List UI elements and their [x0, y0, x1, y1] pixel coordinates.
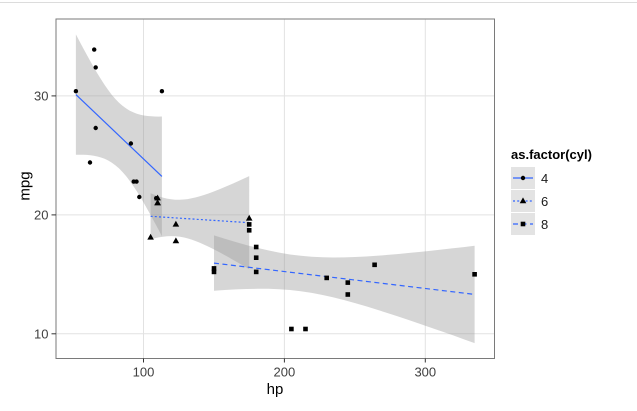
data-point-cyl8 — [246, 222, 252, 227]
data-point-cyl4 — [159, 89, 165, 94]
legend-item-cyl4: 4 — [511, 167, 592, 189]
data-point-cyl4 — [134, 179, 139, 184]
data-point-cyl8 — [472, 272, 477, 277]
data-point-cyl6 — [245, 214, 253, 221]
fit-line-cyl8 — [213, 262, 475, 295]
data-point-cyl4 — [87, 160, 93, 165]
data-point-cyl4 — [92, 47, 97, 52]
legend-label-cyl6: 6 — [541, 193, 549, 209]
legend-title: as.factor(cyl) — [511, 147, 592, 162]
legend-glyph-point-cyl8 — [520, 221, 526, 227]
data-point-cyl6 — [172, 237, 180, 244]
window-top-edge — [0, 2, 637, 3]
legend-key-cyl4 — [511, 167, 535, 189]
data-point-cyl4 — [93, 125, 98, 131]
data-point-cyl8 — [253, 255, 259, 260]
legend: as.factor(cyl) 4 6 8 — [511, 147, 592, 236]
panel-border — [55, 18, 495, 359]
x-tick-label-200: 200 — [274, 365, 296, 380]
legend-item-cyl8: 8 — [511, 213, 592, 235]
y-axis-title: mpg — [16, 171, 34, 201]
data-point-cyl8 — [372, 262, 377, 268]
y-tick-label-20: 20 — [34, 207, 48, 222]
legend-key-cyl6 — [511, 190, 535, 212]
panel-background — [56, 19, 495, 359]
legend-glyph-cyl4 — [513, 175, 533, 181]
data-point-cyl8 — [211, 266, 217, 271]
legend-label-cyl4: 4 — [541, 170, 549, 186]
legend-glyph-point-cyl6 — [519, 197, 527, 204]
data-point-cyl8 — [253, 244, 259, 250]
fit-line-cyl4 — [75, 94, 163, 177]
data-point-cyl4 — [137, 194, 142, 200]
legend-glyph-point-cyl4 — [520, 175, 526, 181]
legend-glyph-cyl8 — [513, 221, 533, 227]
data-point-cyl8 — [211, 269, 217, 275]
data-point-cyl4 — [73, 89, 79, 94]
ci-ribbon-cyl8 — [214, 235, 475, 344]
data-point-cyl8 — [303, 326, 308, 332]
x-axis-title: hp — [266, 381, 284, 398]
y-tick-label-30: 30 — [34, 88, 48, 103]
data-point-cyl4 — [93, 65, 98, 70]
data-point-cyl6 — [154, 199, 161, 206]
data-point-cyl8 — [324, 275, 329, 281]
x-tick-label-300: 300 — [414, 365, 436, 380]
data-point-cyl8 — [289, 326, 294, 332]
legend-item-cyl6: 6 — [511, 190, 592, 212]
ci-ribbon-cyl6 — [150, 176, 250, 270]
data-point-cyl6 — [172, 220, 180, 227]
data-point-cyl8 — [246, 228, 252, 233]
data-point-cyl6 — [154, 194, 161, 201]
legend-label-cyl8: 8 — [541, 216, 549, 232]
x-tick-label-100: 100 — [133, 365, 155, 380]
data-point-cyl8 — [345, 292, 351, 297]
data-point-cyl8 — [345, 280, 351, 285]
legend-glyph-cyl6 — [513, 197, 533, 204]
y-tick-label-10: 10 — [34, 326, 48, 341]
data-point-cyl8 — [253, 269, 259, 275]
data-point-cyl6 — [147, 233, 154, 240]
legend-key-cyl8 — [511, 213, 535, 235]
data-point-cyl4 — [128, 141, 134, 146]
